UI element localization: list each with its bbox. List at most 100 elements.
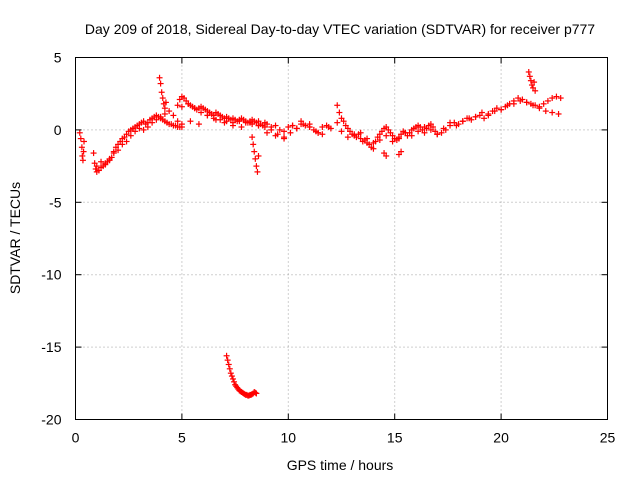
data-point: [255, 122, 262, 129]
data-point: [166, 108, 173, 115]
x-tick-label: 25: [600, 430, 616, 446]
data-point: [178, 103, 185, 110]
data-point: [250, 141, 257, 148]
data-point: [159, 95, 166, 102]
data-point: [170, 112, 177, 119]
data-point: [549, 95, 556, 102]
data-point: [79, 157, 86, 164]
data-point: [204, 112, 211, 119]
data-point: [344, 134, 351, 141]
data-point: [389, 138, 396, 145]
data-point: [77, 135, 84, 142]
chart-title: Day 209 of 2018, Sidereal Day-to-day VTE…: [85, 21, 595, 37]
data-point: [255, 152, 262, 159]
data-point: [438, 129, 445, 136]
data-point: [174, 102, 181, 109]
data-point: [123, 138, 130, 145]
data-point: [523, 99, 530, 106]
data-point: [227, 370, 234, 377]
data-point: [525, 68, 532, 75]
data-point: [149, 119, 156, 126]
data-point: [472, 113, 479, 120]
y-tick-label: 0: [54, 122, 62, 138]
data-point: [225, 361, 232, 368]
data-point: [287, 129, 294, 136]
data-point: [158, 89, 165, 96]
data-point: [364, 135, 371, 142]
data-point: [119, 141, 126, 148]
data-point: [504, 102, 511, 109]
data-point: [370, 139, 377, 146]
data-point: [224, 357, 231, 364]
data-point: [92, 165, 99, 172]
data-point: [402, 129, 409, 136]
tick-labels: 0 5 10 15 20 25 5 0 -5 -10 -15 -20: [41, 50, 615, 446]
x-tick-label: 5: [178, 430, 186, 446]
data-point: [319, 131, 326, 138]
data-point: [357, 129, 364, 136]
data-point: [76, 129, 83, 136]
data-point: [491, 108, 498, 115]
data-point: [325, 124, 332, 131]
data-point: [272, 122, 279, 129]
data-point: [336, 109, 343, 116]
data-point: [453, 122, 460, 129]
data-point: [251, 148, 258, 155]
data-point: [485, 112, 492, 119]
data-point: [268, 126, 275, 133]
data-point: [376, 137, 383, 144]
data-point: [106, 157, 113, 164]
data-point: [79, 152, 86, 159]
data-point: [408, 132, 415, 139]
data-point: [383, 132, 390, 139]
data-point: [544, 97, 551, 104]
data-point: [434, 131, 441, 138]
data-point: [212, 116, 219, 123]
data-point: [162, 99, 169, 106]
data-point: [531, 79, 538, 86]
data-point: [498, 106, 505, 113]
data-point: [252, 155, 259, 162]
data-point: [157, 80, 164, 87]
data-point: [478, 109, 485, 116]
data-point: [110, 150, 117, 157]
data-point: [228, 373, 235, 380]
data-point: [532, 87, 539, 94]
data-point: [517, 97, 524, 104]
data-point: [229, 375, 236, 382]
y-tick-label: -10: [41, 267, 61, 283]
data-point: [229, 122, 236, 129]
data-point: [351, 131, 358, 138]
y-tick-label: -20: [41, 412, 61, 428]
data-point: [557, 95, 564, 102]
data-point: [254, 168, 261, 175]
data-point: [185, 100, 192, 107]
data-point: [253, 390, 260, 397]
data-point: [481, 115, 488, 122]
data-point: [156, 74, 163, 81]
data-point: [144, 124, 151, 131]
data-point: [261, 124, 268, 131]
data-point: [526, 73, 533, 80]
data-point: [398, 148, 405, 155]
y-axis-label: SDTVAR / TECUs: [7, 182, 23, 294]
data-point: [272, 132, 279, 139]
data-point: [90, 150, 97, 157]
data-point: [334, 102, 341, 109]
data-point: [221, 119, 228, 126]
data-point: [98, 158, 105, 165]
data-point: [466, 115, 473, 122]
data-point: [315, 129, 322, 136]
data-point: [187, 118, 194, 125]
axis-ticks: [75, 57, 608, 420]
data-point: [415, 128, 422, 135]
data-points: [76, 68, 564, 399]
data-point: [536, 105, 543, 112]
data-point: [285, 124, 292, 131]
data-point: [555, 110, 562, 117]
y-tick-label: 5: [54, 50, 62, 66]
data-point: [161, 105, 168, 112]
data-point: [153, 116, 160, 123]
